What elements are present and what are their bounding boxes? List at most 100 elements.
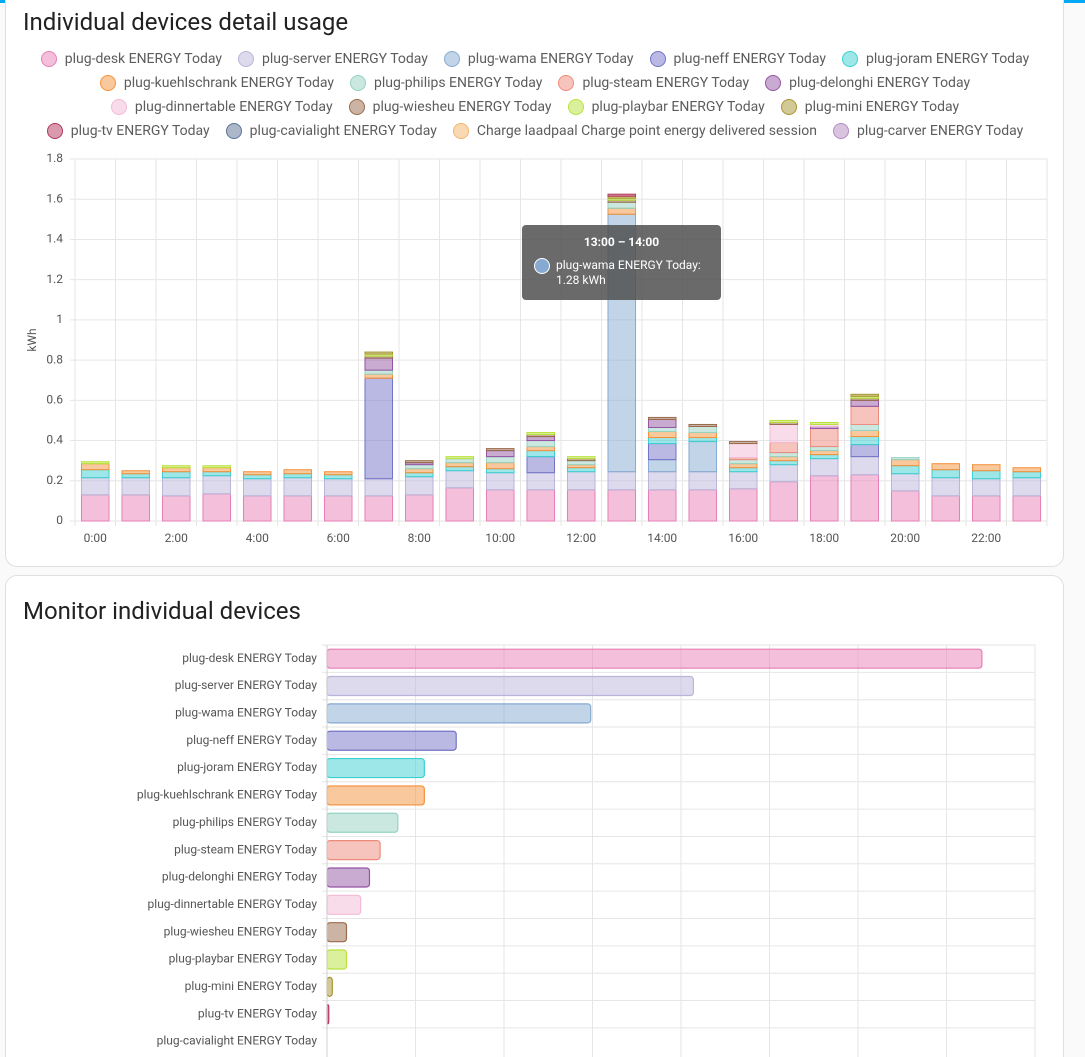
bar-segment — [80, 477, 110, 496]
bar-segment — [445, 466, 475, 472]
bar-segment — [607, 193, 637, 197]
bar-segment — [890, 457, 920, 461]
bar-segment — [323, 474, 353, 480]
legend-swatch — [348, 99, 365, 115]
bar-segment — [809, 458, 839, 477]
legend-label: plug-desk ENERGY Today — [64, 51, 222, 67]
x-tick-label: 4:00 — [246, 531, 269, 545]
y-tick-label: 0.2 — [46, 473, 63, 487]
bar-segment — [80, 461, 110, 465]
bar-segment — [283, 473, 313, 479]
bar-segment — [121, 477, 151, 496]
bar-segment — [1012, 495, 1042, 522]
y-tick-label: plug-wiesheu ENERGY Today — [164, 924, 318, 938]
legend-swatch — [443, 51, 460, 67]
bar-segment — [647, 437, 677, 445]
bar-segment — [526, 440, 556, 448]
bar-segment — [445, 462, 475, 468]
bar-segment — [931, 495, 961, 522]
bar-segment — [850, 456, 880, 476]
bar-segment — [364, 377, 394, 480]
legend-swatch — [558, 75, 575, 91]
bar — [326, 976, 333, 997]
bar-segment — [161, 467, 191, 473]
legend-swatch — [780, 99, 797, 115]
x-tick-label: 16:00 — [728, 531, 758, 545]
legend-item: plug-playbar ENERGY Today — [567, 98, 765, 116]
bar-segment — [809, 421, 839, 425]
y-tick-label: 1.6 — [46, 191, 63, 205]
y-tick-label: plug-delonghi ENERGY Today — [162, 870, 317, 884]
bar — [326, 730, 457, 751]
bar — [326, 812, 399, 833]
legend-swatch — [46, 123, 63, 139]
legend-label: plug-cavialight ENERGY Today — [249, 123, 437, 139]
bar-segment — [80, 469, 110, 479]
bar-segment — [769, 456, 799, 462]
bar-segment — [161, 495, 191, 522]
bar-segment — [404, 472, 434, 478]
bar — [326, 922, 348, 943]
bar-segment — [242, 478, 272, 497]
legend-label: plug-neff ENERGY Today — [673, 51, 826, 67]
bar-segment — [809, 454, 839, 460]
legend-item: plug-neff ENERGY Today — [649, 50, 826, 68]
legend-swatch — [40, 51, 57, 67]
bar-segment — [809, 427, 839, 448]
bar-segment — [80, 494, 110, 522]
bar-segment — [728, 441, 758, 445]
bar — [326, 757, 425, 779]
legend-label: plug-tv ENERGY Today — [70, 123, 210, 139]
bar-segment — [566, 467, 596, 473]
bar-segment — [850, 405, 880, 425]
bar-segment — [728, 443, 758, 459]
bar-segment — [161, 465, 191, 469]
bar-segment — [485, 456, 515, 464]
tooltip-value: 1.28 kWh — [556, 273, 606, 287]
card-title: Monitor individual devices — [23, 597, 301, 625]
legend-label: plug-philips ENERGY Today — [374, 75, 543, 91]
legend-label: plug-kuehlschrank ENERGY Today — [123, 75, 334, 91]
bar-segment — [323, 495, 353, 522]
bar-segment — [728, 463, 758, 469]
x-tick-label: 0:00 — [84, 531, 107, 545]
y-tick-label: 0.4 — [46, 433, 63, 447]
bar-segment — [931, 463, 961, 471]
tooltip-label: plug-wama ENERGY Today: — [556, 258, 701, 272]
legend-label: plug-mini ENERGY Today — [804, 99, 960, 115]
bar-segment — [647, 416, 677, 420]
bar-segment — [485, 468, 515, 474]
y-tick-label: 1.2 — [46, 272, 63, 286]
bar-segment — [890, 473, 920, 492]
bar-segment — [445, 456, 475, 460]
bar-segment — [1012, 471, 1042, 479]
bar-segment — [607, 201, 637, 209]
bar-segment — [647, 489, 677, 522]
bar-segment — [647, 418, 677, 428]
x-tick-label: 14:00 — [647, 531, 677, 545]
legend-item: plug-carver ENERGY Today — [833, 122, 1023, 140]
y-tick-label: 0 — [56, 513, 63, 527]
legend-label: plug-joram ENERGY Today — [865, 51, 1030, 67]
bar-segment — [890, 465, 920, 475]
bar-segment — [850, 444, 880, 458]
bar-segment — [728, 488, 758, 522]
bar-segment — [242, 474, 272, 480]
bar-segment — [202, 493, 232, 522]
y-tick-label: plug-philips ENERGY Today — [173, 815, 318, 829]
bar-segment — [850, 436, 880, 446]
legend-label: plug-playbar ENERGY Today — [591, 99, 765, 115]
y-tick-label: plug-server ENERGY Today — [175, 678, 318, 692]
bar — [326, 703, 592, 724]
bar-segment — [364, 357, 394, 371]
bar-segment — [121, 473, 151, 479]
legend-swatch — [350, 75, 366, 91]
bar-segment — [728, 467, 758, 473]
x-tick-label: 12:00 — [566, 531, 596, 545]
bar-segment — [607, 471, 637, 491]
bar-segment — [850, 474, 880, 522]
tooltip-title: 13:00 – 14:00 — [583, 235, 660, 249]
legend-item: plug-delonghi ENERGY Today — [765, 74, 970, 92]
bar-segment — [931, 469, 961, 479]
